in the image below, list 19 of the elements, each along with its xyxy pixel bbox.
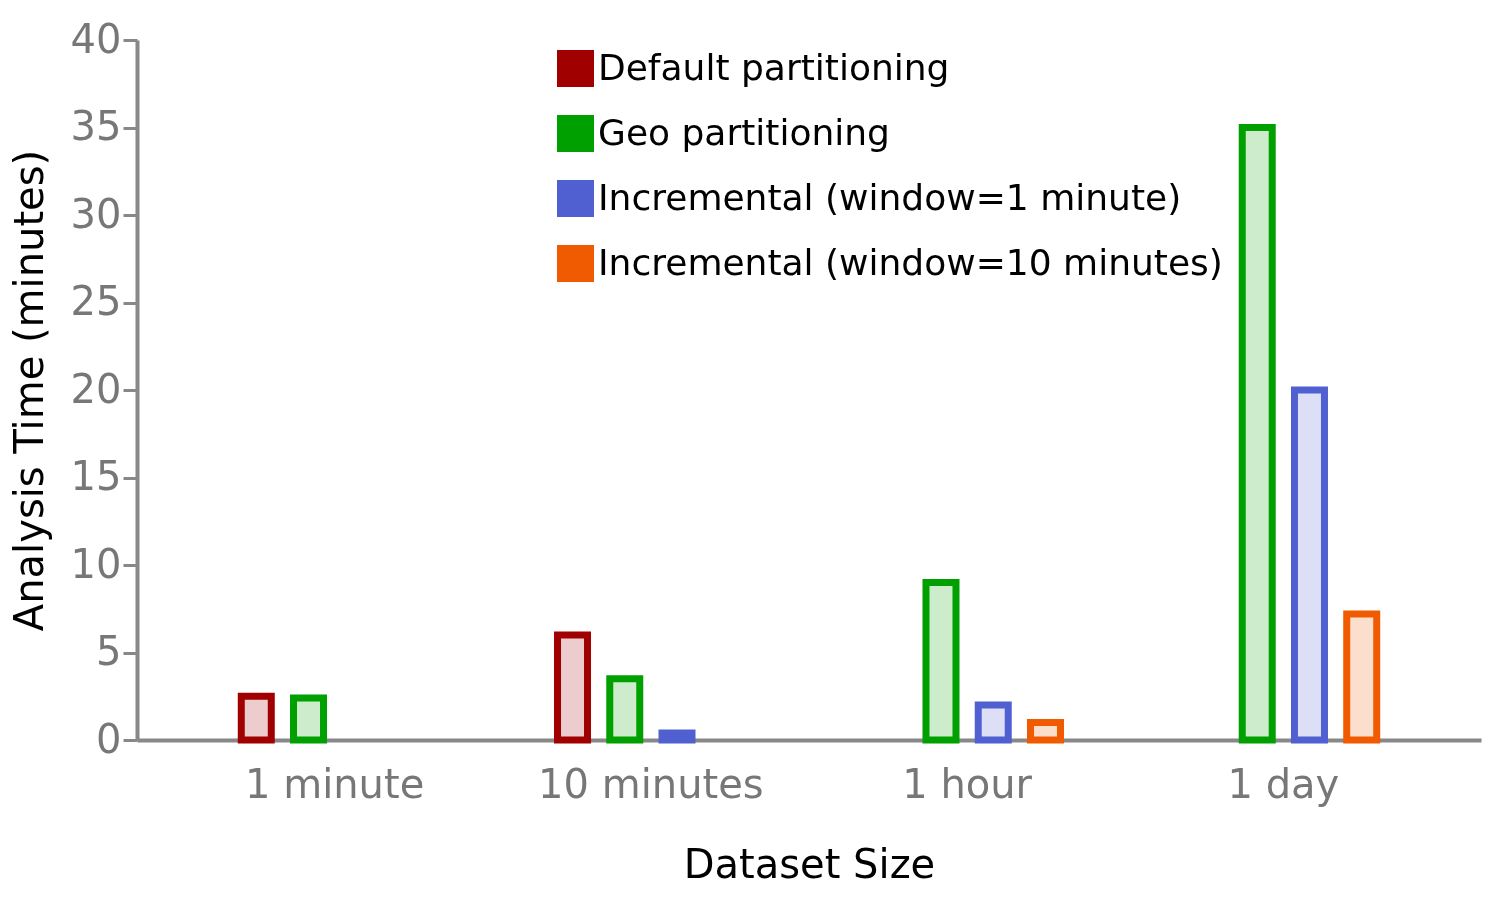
x-axis-title: Dataset Size (683, 840, 936, 887)
legend-label: Incremental (window=10 minutes) (598, 241, 1223, 283)
y-tick-label: 30 (70, 190, 122, 237)
y-axis-title: Analysis Time (minutes) (5, 149, 52, 632)
y-tick-label: 15 (70, 453, 122, 499)
y-tick-label: 5 (96, 628, 122, 674)
legend-label: Geo partitioning (598, 111, 890, 153)
x-tick-label: 1 hour (902, 760, 1033, 807)
y-tick-label: 0 (96, 715, 122, 762)
x-tick-label: 10 minutes (538, 760, 764, 807)
y-tick-label: 10 (70, 540, 122, 587)
y-tick-label: 40 (70, 15, 122, 62)
x-tick-label: 1 minute (245, 760, 425, 807)
legend-label: Default partitioning (598, 46, 950, 88)
y-tick-label: 35 (70, 103, 122, 149)
legend-label: Incremental (window=1 minute) (598, 176, 1182, 218)
x-tick-label: 1 day (1227, 760, 1340, 807)
y-tick-label: 25 (70, 278, 122, 324)
y-tick-label: 20 (70, 365, 122, 412)
